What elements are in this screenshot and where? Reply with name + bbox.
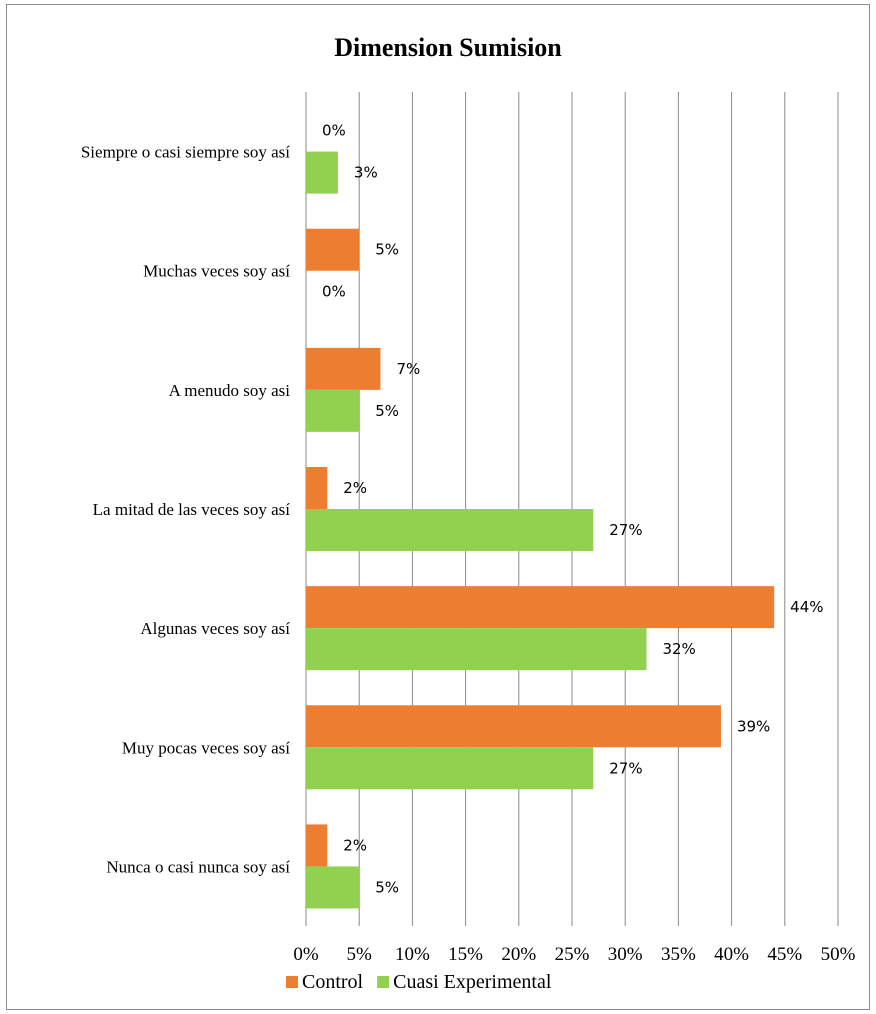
- data-label: 0%: [322, 283, 346, 301]
- x-tick-label: 20%: [501, 944, 536, 965]
- x-axis-tick-labels: 0% 5% 10% 15% 20% 25% 30% 35% 40% 45% 50%: [293, 944, 855, 965]
- legend-label: Cuasi Experimental: [393, 971, 552, 993]
- data-label: 7%: [396, 360, 420, 378]
- data-label: 0%: [322, 122, 346, 140]
- x-tick-label: 10%: [395, 944, 430, 965]
- bar-cuasi-experimental: [306, 747, 594, 790]
- bar-control: [306, 467, 328, 509]
- data-label: 32%: [662, 640, 695, 658]
- data-label: 2%: [343, 836, 367, 854]
- category-label: Muy pocas veces soy así: [122, 738, 290, 757]
- data-label: 44%: [790, 598, 823, 616]
- bar-cuasi-experimental: [306, 151, 338, 194]
- x-tick-label: 35%: [661, 944, 696, 965]
- data-label: 27%: [609, 759, 642, 777]
- bars: [306, 151, 775, 909]
- data-label: 2%: [343, 479, 367, 497]
- bar-control: [306, 586, 775, 629]
- category-label: Muchas veces soy así: [143, 262, 290, 281]
- bar-cuasi-experimental: [306, 389, 360, 432]
- chart-frame: [6, 4, 870, 1010]
- category-label: La mitad de las veces soy así: [93, 500, 291, 519]
- x-tick-label: 45%: [767, 944, 802, 965]
- data-label: 5%: [375, 241, 399, 259]
- data-label: 5%: [375, 878, 399, 896]
- x-tick-label: 15%: [448, 944, 483, 965]
- x-tick-label: 40%: [714, 944, 749, 965]
- bar-control: [306, 824, 328, 867]
- legend: Control Cuasi Experimental: [286, 971, 552, 993]
- x-tick-label: 0%: [293, 944, 319, 965]
- chart-title: Dimension Sumision: [334, 33, 562, 62]
- category-label: A menudo soy asi: [169, 381, 291, 400]
- bar-control: [306, 705, 721, 748]
- category-label: Siempre o casi siempre soy así: [81, 143, 290, 162]
- bar-cuasi-experimental: [306, 866, 360, 909]
- bar-cuasi-experimental: [306, 628, 647, 671]
- x-tick-label: 30%: [608, 944, 643, 965]
- bar-cuasi-experimental: [306, 509, 594, 551]
- legend-swatch: [286, 976, 298, 988]
- legend-swatch: [377, 976, 390, 988]
- category-label: Algunas veces soy así: [140, 619, 290, 638]
- data-label: 27%: [609, 521, 642, 539]
- category-label: Nunca o casi nunca soy así: [106, 857, 290, 876]
- bar-control: [306, 228, 360, 271]
- legend-label: Control: [302, 971, 364, 993]
- bar-control: [306, 347, 381, 390]
- x-tick-label: 50%: [821, 944, 856, 965]
- x-tick-label: 5%: [347, 944, 373, 965]
- data-labels: 0% 3% 5% 0% 7% 5% 2% 27% 44% 32% 39% 27% 2% 5%: [322, 122, 824, 897]
- data-label: 3%: [354, 164, 378, 182]
- data-label: 5%: [375, 402, 399, 420]
- x-tick-label: 25%: [555, 944, 590, 965]
- category-labels: Siempre o casi siempre soy así Muchas vec…: [81, 143, 290, 877]
- data-label: 39%: [737, 717, 770, 735]
